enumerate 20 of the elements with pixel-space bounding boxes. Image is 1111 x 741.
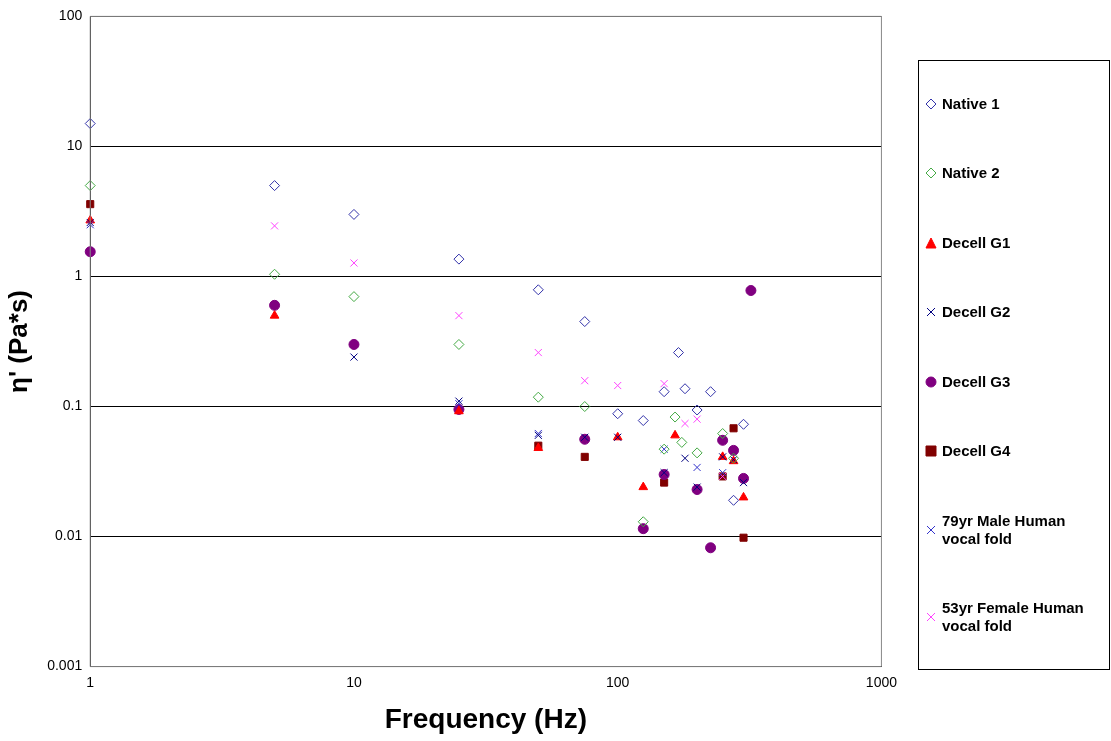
y-axis-title: η' (Pa*s) — [2, 290, 33, 393]
legend-label: Decell G3 — [942, 372, 1011, 391]
legend-label: Decell G1 — [942, 233, 1011, 252]
x-tick-label: 100 — [606, 673, 630, 690]
y-tick-label: 100 — [58, 7, 83, 24]
y-tick-label: 0.1 — [62, 397, 83, 414]
y-tick-label: 10 — [66, 137, 83, 154]
x-tick-label: 1 — [86, 673, 95, 690]
y-tick-label: 0.001 — [47, 657, 83, 674]
y-tick-label: 0.01 — [54, 527, 83, 544]
legend-label: Decell G4 — [942, 442, 1011, 461]
legend-label: Native 2 — [942, 164, 1000, 183]
x-axis-title: Frequency (Hz) — [384, 702, 587, 734]
x-tick-label: 1000 — [865, 673, 898, 690]
legend-label: 79yr Male Human vocal fold — [942, 511, 1067, 548]
x-tick-label: 10 — [346, 673, 362, 690]
legend-label: Decell G2 — [942, 303, 1011, 322]
legend-label: Native 1 — [942, 94, 1000, 113]
y-tick-label: 1 — [74, 267, 83, 284]
legend-label: 53yr Female Human vocal fold — [942, 599, 1085, 636]
